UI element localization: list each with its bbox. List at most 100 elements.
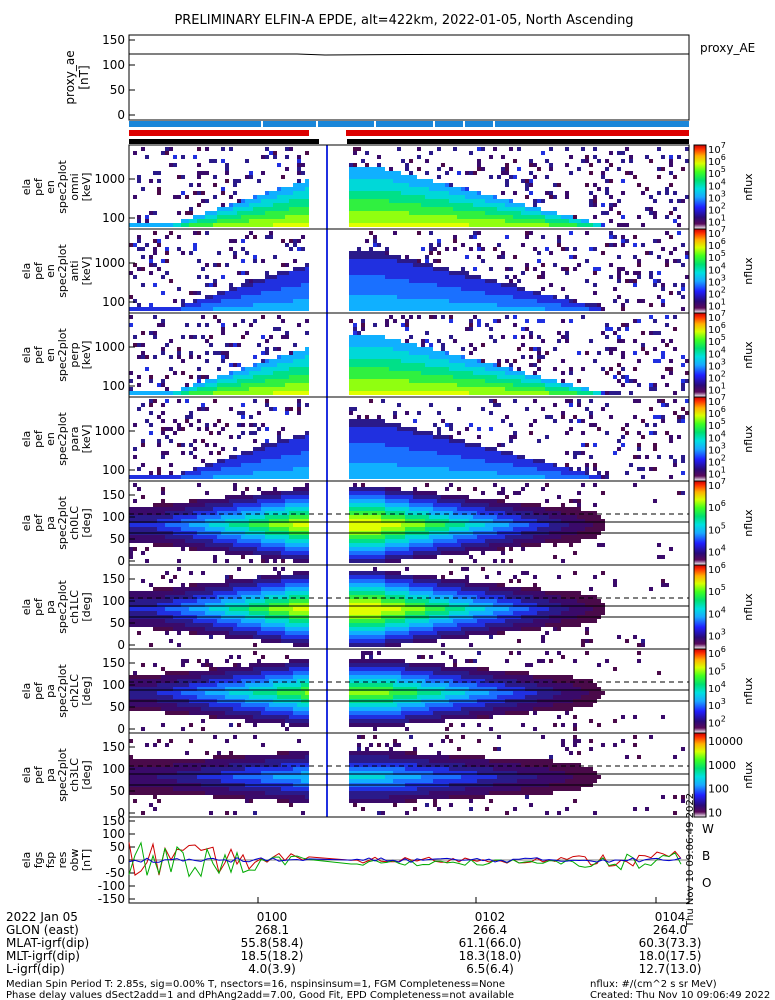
spectrogram-cell bbox=[393, 223, 397, 227]
spectrogram-cell bbox=[373, 471, 377, 475]
spectrogram-cell bbox=[513, 391, 517, 395]
spectrogram-cell bbox=[353, 303, 357, 307]
spectrogram-cell bbox=[205, 211, 209, 215]
spectrogram-cell bbox=[133, 275, 137, 279]
spectrogram-cell bbox=[565, 451, 569, 455]
spectrogram-cell bbox=[397, 211, 401, 215]
spectrogram-cell bbox=[217, 535, 221, 539]
spectrogram-cell bbox=[581, 219, 585, 223]
spectrogram-cell bbox=[453, 463, 457, 467]
spectrogram-cell bbox=[217, 523, 221, 527]
spectrogram-cell bbox=[389, 439, 393, 443]
spectrogram-cell bbox=[465, 367, 469, 371]
spectrogram-cell bbox=[381, 391, 385, 395]
spectrogram-cell bbox=[145, 355, 149, 359]
spectrogram-cell bbox=[257, 283, 261, 287]
spectrogram-cell bbox=[301, 207, 305, 211]
spectrogram-cell bbox=[613, 235, 617, 239]
spectrogram-cell bbox=[405, 379, 409, 383]
proxy-ae-frame bbox=[128, 34, 690, 121]
spectrogram-cell bbox=[145, 475, 149, 479]
spectrogram-cell bbox=[221, 463, 225, 467]
spectrogram-cell bbox=[405, 259, 409, 263]
spectrogram-cell bbox=[273, 347, 277, 351]
spectrogram-cell bbox=[165, 507, 169, 511]
spectrogram-cell bbox=[261, 387, 265, 391]
spectrogram-cell bbox=[285, 287, 289, 291]
spectrogram-cell bbox=[257, 291, 261, 295]
spectrogram-cell bbox=[149, 539, 153, 543]
science-zone-bar bbox=[129, 130, 309, 136]
spectrogram-cell bbox=[441, 467, 445, 471]
spectrogram-cell bbox=[249, 535, 253, 539]
spectrogram-cell bbox=[305, 439, 309, 443]
spectrogram-cell bbox=[233, 343, 237, 347]
spectrogram-cell bbox=[477, 279, 481, 283]
spectrogram-cell bbox=[365, 179, 369, 183]
spectrogram-cell bbox=[161, 515, 165, 519]
spectrogram-cell bbox=[129, 475, 133, 479]
spectrogram-cell bbox=[281, 451, 285, 455]
spectrogram-cell bbox=[521, 379, 525, 383]
spectrogram-cell bbox=[269, 475, 273, 479]
spectrogram-cell bbox=[357, 451, 361, 455]
spectrogram-cell bbox=[461, 371, 465, 375]
spectrogram-cell bbox=[565, 195, 569, 199]
spectrogram-cell bbox=[413, 187, 417, 191]
spectrogram-cell bbox=[489, 387, 493, 391]
spectrogram-cell bbox=[197, 275, 201, 279]
spectrogram-cell bbox=[153, 539, 157, 543]
spectrogram-cell bbox=[549, 379, 553, 383]
spectrogram-cell bbox=[225, 527, 229, 531]
spectrogram-cell bbox=[381, 427, 385, 431]
spectrogram-cell bbox=[405, 451, 409, 455]
spectrogram-cell bbox=[265, 299, 269, 303]
spectrogram-cell bbox=[493, 307, 497, 311]
spectrogram-cell bbox=[229, 371, 233, 375]
spectrogram-cell bbox=[393, 271, 397, 275]
spectrogram-cell bbox=[377, 455, 381, 459]
spectrogram-cell bbox=[277, 503, 281, 507]
spectrogram-cell bbox=[433, 359, 437, 363]
spectrogram-cell bbox=[385, 435, 389, 439]
spectrogram-cell bbox=[401, 215, 405, 219]
spectrogram-cell bbox=[669, 183, 673, 187]
spectrogram-cell bbox=[353, 175, 357, 179]
spectrogram-cell bbox=[605, 179, 609, 183]
spectrogram-cell bbox=[669, 199, 673, 203]
spectrogram-cell bbox=[389, 299, 393, 303]
spectrogram-cell bbox=[417, 199, 421, 203]
spectrogram-cell bbox=[293, 303, 297, 307]
spectrogram-cell bbox=[377, 363, 381, 367]
spectrogram-cell bbox=[141, 519, 145, 523]
spectrogram-cell bbox=[149, 527, 153, 531]
spectrogram-cell bbox=[137, 527, 141, 531]
spectrogram-cell bbox=[633, 175, 637, 179]
spectrogram-cell bbox=[381, 171, 385, 175]
spectrogram-cell bbox=[501, 251, 505, 255]
spectrogram-cell bbox=[429, 443, 433, 447]
spectrogram-cell bbox=[609, 195, 613, 199]
spectrogram-cell bbox=[521, 459, 525, 463]
spectrogram-cell bbox=[565, 339, 569, 343]
spectrogram-cell bbox=[461, 287, 465, 291]
spectrogram-cell bbox=[353, 423, 357, 427]
spectrogram-cell bbox=[205, 339, 209, 343]
spectrogram-cell bbox=[437, 451, 441, 455]
spectrogram-cell bbox=[445, 455, 449, 459]
spectrogram-cell bbox=[553, 223, 557, 227]
spectrogram-cell bbox=[177, 195, 181, 199]
spectrogram-cell bbox=[429, 215, 433, 219]
spectrogram-cell bbox=[421, 471, 425, 475]
spectrogram-cell bbox=[521, 455, 525, 459]
spectrogram-cell bbox=[445, 219, 449, 223]
spectrogram-cell bbox=[285, 459, 289, 463]
spectrogram-cell bbox=[197, 535, 201, 539]
spectrogram-cell bbox=[477, 427, 481, 431]
spectrogram-cell bbox=[149, 523, 153, 527]
spectrogram-cell bbox=[437, 195, 441, 199]
spectrogram-cell bbox=[305, 187, 309, 191]
spectrogram-cell bbox=[421, 379, 425, 383]
colorbar-tick-exponent: 1 bbox=[721, 382, 726, 391]
spectrogram-cell bbox=[357, 287, 361, 291]
